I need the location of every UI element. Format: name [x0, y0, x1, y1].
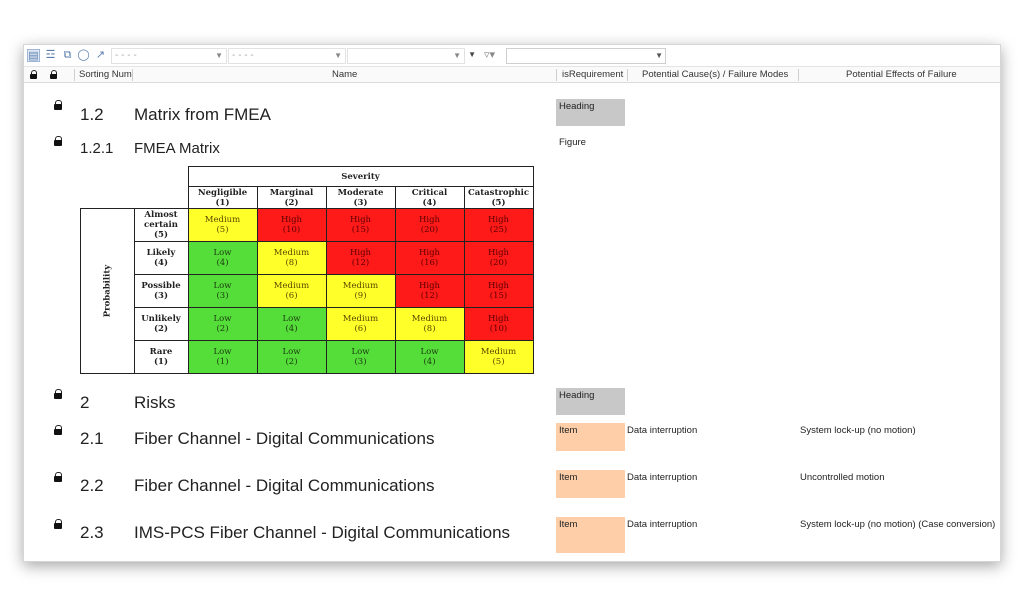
lock-icon	[30, 70, 38, 80]
risk-cell: High (25)	[463, 208, 534, 242]
requirement-type-badge: Item	[556, 470, 625, 498]
risk-cell: Medium (9)	[325, 274, 396, 308]
sorting-num: 1.2	[80, 105, 104, 124]
probability-row-header: Unlikely (2)	[133, 307, 189, 341]
probability-row-header: Possible (3)	[133, 274, 189, 308]
chevron-down-icon: ▼	[334, 51, 342, 60]
view-combo-value: - - - -	[115, 50, 137, 61]
matrix-corner	[81, 167, 189, 187]
requirement-type-badge: Item	[556, 517, 625, 553]
lock-icon	[54, 425, 62, 435]
col-name[interactable]: Name	[332, 69, 358, 80]
sorting-num: 2	[80, 393, 90, 412]
chevron-down-icon: ▼	[453, 51, 461, 60]
failure-effect: System lock-up (no motion) (Case convers…	[800, 519, 996, 530]
lock-icon	[54, 389, 62, 399]
risk-cell: Medium (5)	[463, 340, 534, 374]
severity-label: Severity	[187, 166, 534, 187]
toolbar: ▤ ☲ ⧉ ◯ ↗ - - - - ▼ - - - - ▼ ▼ ▼ ▿▾ ▼	[24, 45, 1000, 67]
column-header: Sorting Num Name isRequirement Potential…	[24, 67, 1000, 83]
view-icon[interactable]: ◯	[77, 49, 90, 61]
risk-cell: Low (4)	[256, 307, 327, 341]
risk-cell: Low (4)	[187, 241, 258, 275]
chevron-down-icon: ▼	[655, 51, 663, 60]
risk-cell: Medium (5)	[187, 208, 258, 242]
lock-icon	[54, 136, 62, 146]
row-title: Fiber Channel - Digital Communications	[134, 476, 435, 495]
filter-icon[interactable]: ▿▾	[484, 49, 496, 61]
lock-icon	[50, 70, 58, 80]
risk-cell: High (12)	[394, 274, 465, 308]
chevron-down-icon: ▼	[215, 51, 223, 60]
col-potential-causes[interactable]: Potential Cause(s) / Failure Modes	[642, 69, 789, 80]
row-title: Risks	[134, 393, 176, 412]
lock-icon	[54, 100, 62, 110]
risk-cell: High (20)	[394, 208, 465, 242]
severity-col-header: Marginal (2)	[256, 186, 327, 209]
requirement-type-badge: Heading	[556, 99, 625, 126]
severity-col-header: Critical (4)	[394, 186, 465, 209]
filter-combo-value: - - - -	[232, 50, 254, 61]
lock-icon	[54, 472, 62, 482]
row-title: FMEA Matrix	[134, 140, 220, 157]
risk-cell: High (16)	[394, 241, 465, 275]
chevron-down-icon: ▼	[468, 50, 476, 59]
risk-cell: Medium (8)	[256, 241, 327, 275]
severity-col-header: Catastrophic (5)	[463, 186, 534, 209]
col-is-requirement[interactable]: isRequirement	[562, 69, 624, 80]
search-input[interactable]: ▼	[506, 48, 666, 64]
probability-row-header: Almost certain (5)	[133, 208, 189, 242]
filter-combo[interactable]: - - - - ▼	[228, 48, 346, 64]
copy-icon[interactable]: ⧉	[63, 49, 72, 61]
risk-cell: Medium (6)	[325, 307, 396, 341]
risk-cell: Low (2)	[256, 340, 327, 374]
risk-cell: Low (3)	[187, 274, 258, 308]
probability-row-header: Likely (4)	[133, 241, 189, 275]
sorting-num: 2.3	[80, 523, 104, 542]
requirement-type-badge: Item	[556, 423, 625, 451]
severity-col-header: Negligible (1)	[187, 186, 258, 209]
tree-icon[interactable]: ☲	[45, 49, 56, 61]
failure-cause: Data interruption	[627, 425, 698, 436]
row-title: IMS-PCS Fiber Channel - Digital Communic…	[134, 523, 511, 542]
severity-col-header: Moderate (3)	[325, 186, 396, 209]
row-title: Fiber Channel - Digital Communications	[134, 429, 435, 448]
risk-cell: High (15)	[463, 274, 534, 308]
failure-cause: Data interruption	[627, 472, 698, 483]
risk-cell: High (12)	[325, 241, 396, 275]
probability-row-header: Rare (1)	[133, 340, 189, 374]
risk-cell: High (20)	[463, 241, 534, 275]
requirement-type-badge: Heading	[556, 388, 625, 415]
risk-cell: High (10)	[463, 307, 534, 341]
fmea-matrix: Severity Negligible (1) Marginal (2) Moder…	[80, 166, 534, 374]
failure-effect: Uncontrolled motion	[800, 472, 885, 483]
risk-cell: Medium (6)	[256, 274, 327, 308]
risk-cell: Low (2)	[187, 307, 258, 341]
risk-cell: Low (1)	[187, 340, 258, 374]
document-icon[interactable]: ▤	[27, 49, 40, 62]
probability-label: Probability	[80, 208, 135, 374]
row-title: Matrix from FMEA	[134, 105, 271, 124]
risk-cell: High (10)	[256, 208, 327, 242]
risk-cell: Low (4)	[394, 340, 465, 374]
sorting-num: 2.1	[80, 429, 104, 448]
failure-effect: System lock-up (no motion)	[800, 425, 916, 436]
requirement-type-badge: Figure	[559, 137, 586, 148]
sorting-num: 2.2	[80, 476, 104, 495]
risk-cell: Medium (8)	[394, 307, 465, 341]
risk-cell: Low (3)	[325, 340, 396, 374]
combo-dropdown[interactable]: ▼	[466, 48, 478, 64]
risk-cell: High (15)	[325, 208, 396, 242]
sorting-num: 1.2.1	[80, 140, 114, 157]
failure-cause: Data interruption	[627, 519, 698, 530]
matrix-corner	[81, 187, 189, 209]
document-window: ▤ ☲ ⧉ ◯ ↗ - - - - ▼ - - - - ▼ ▼ ▼ ▿▾ ▼ S…	[23, 44, 1001, 562]
export-icon[interactable]: ↗	[95, 49, 106, 61]
lock-icon	[54, 519, 62, 529]
scope-combo[interactable]: ▼	[347, 48, 465, 64]
view-combo[interactable]: - - - - ▼	[111, 48, 227, 64]
col-potential-effects[interactable]: Potential Effects of Failure	[846, 69, 957, 80]
col-sorting-num[interactable]: Sorting Num	[79, 69, 132, 80]
